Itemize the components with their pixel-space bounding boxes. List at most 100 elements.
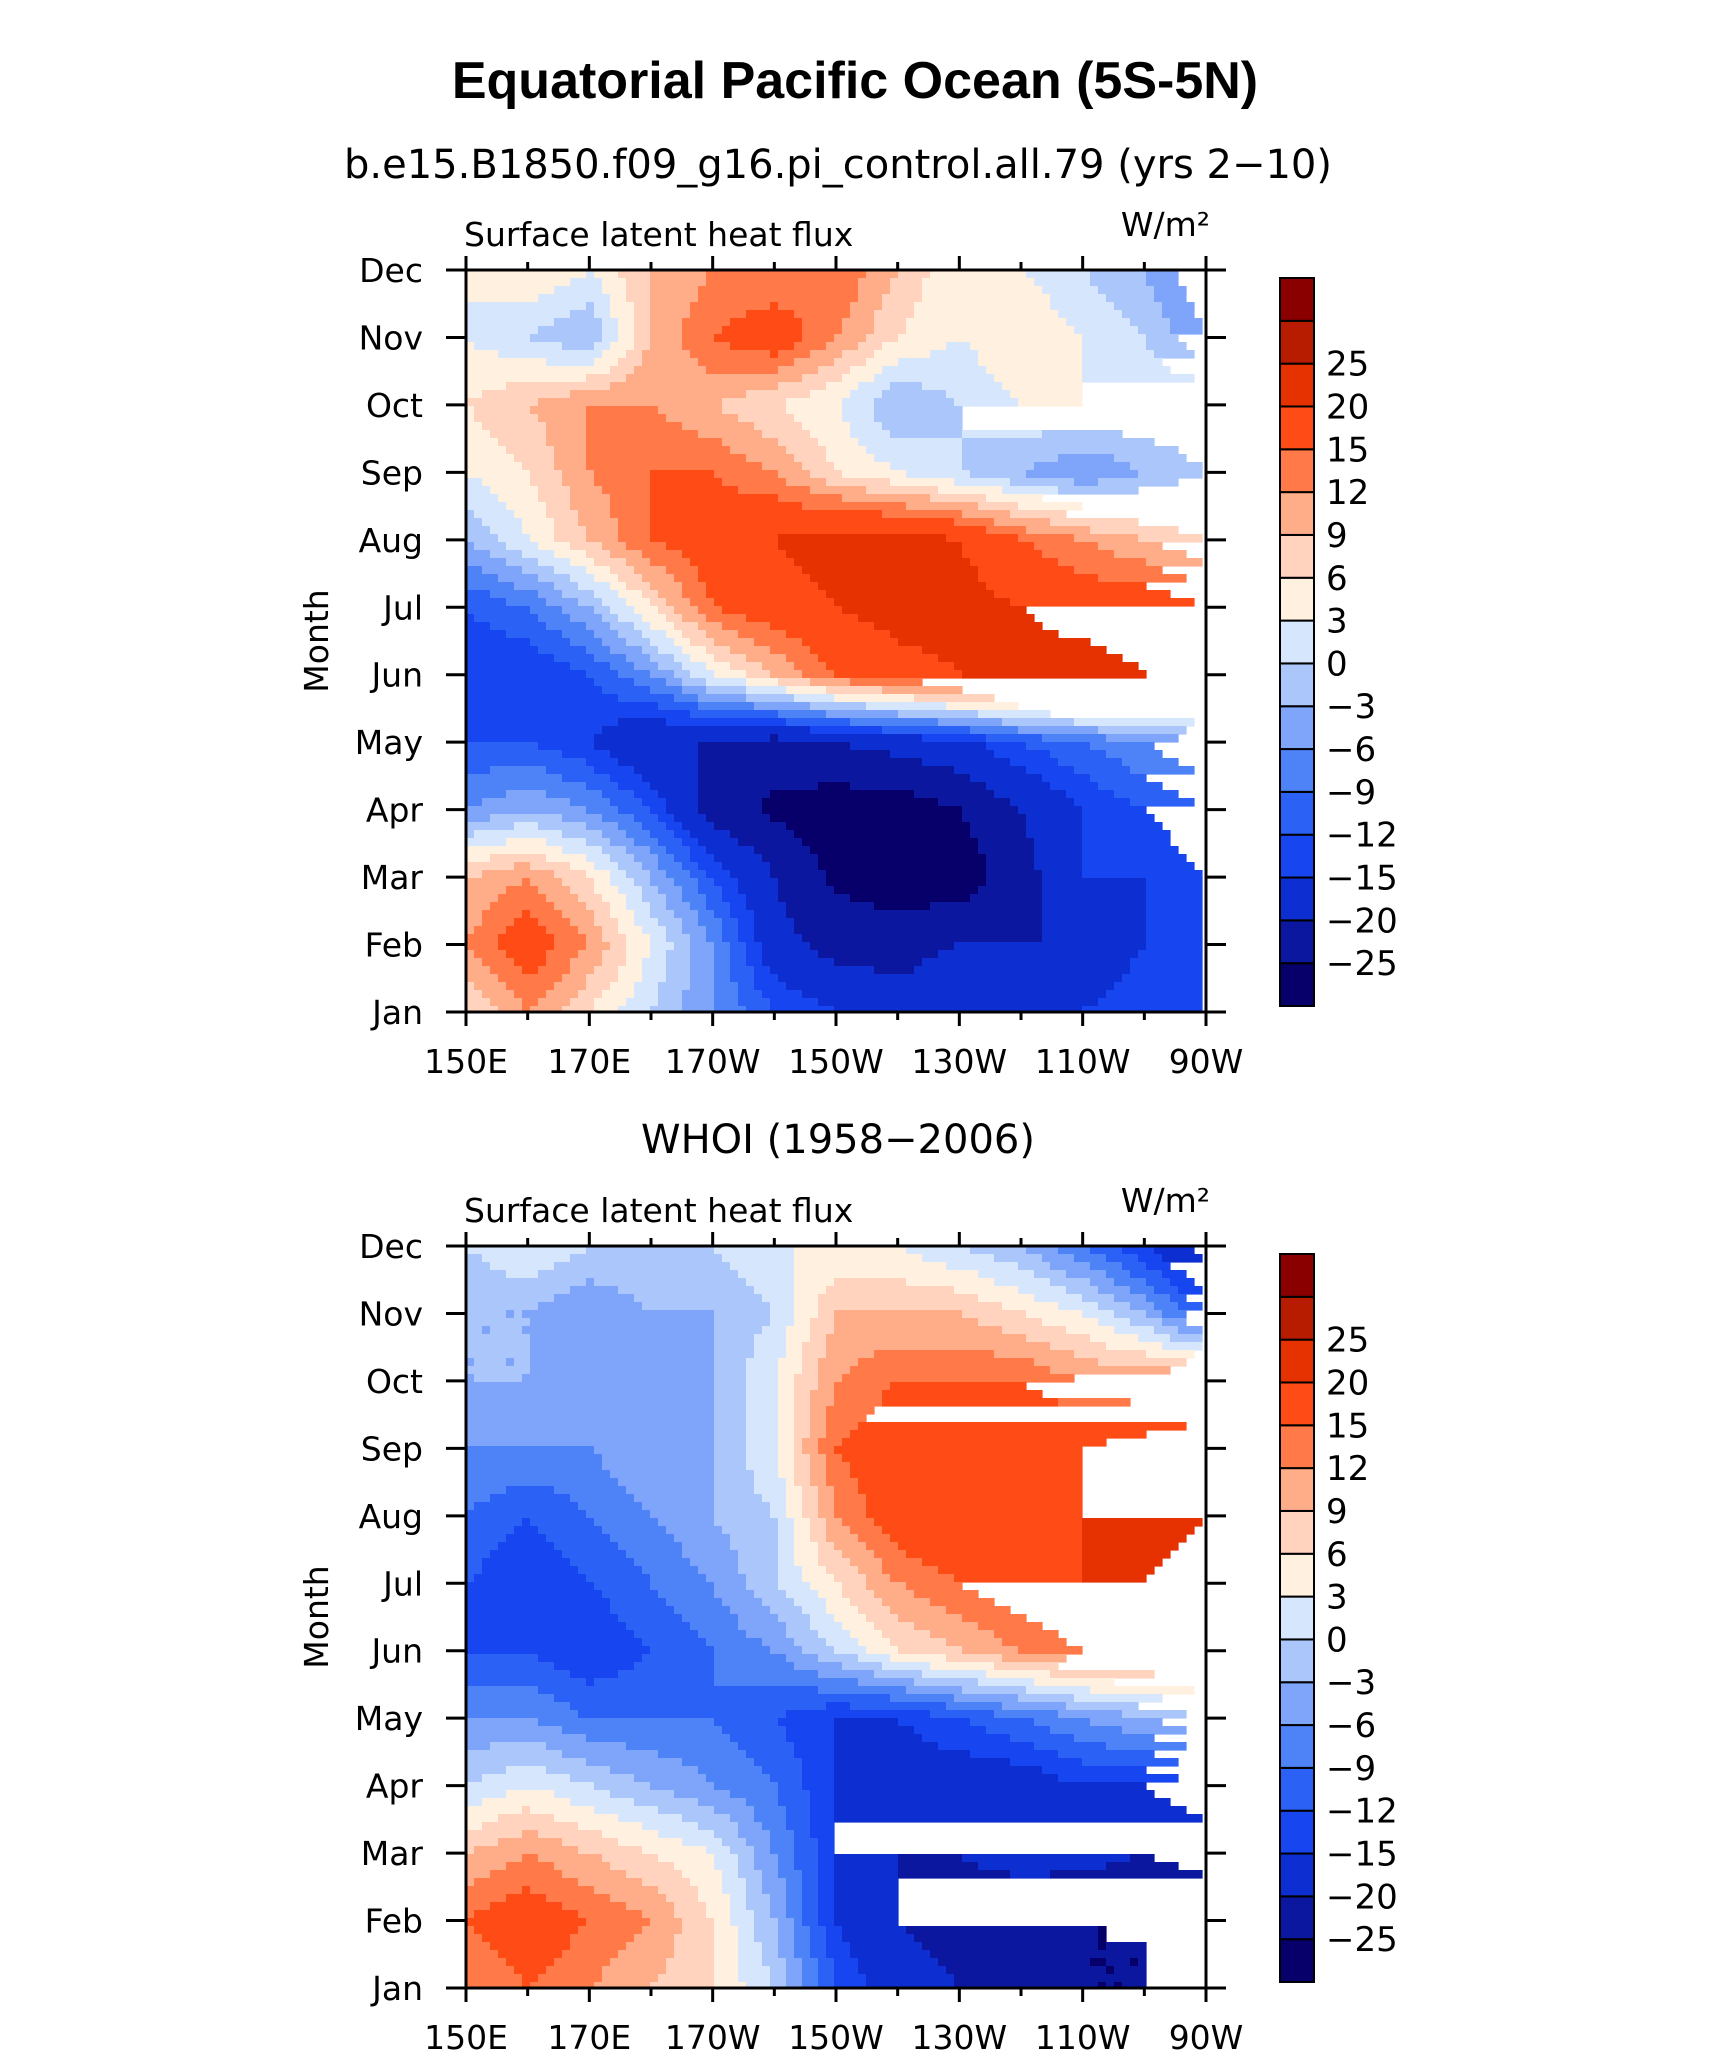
contour-cell	[514, 918, 539, 927]
contour-cell	[826, 710, 899, 719]
contour-cell	[498, 934, 555, 943]
contour-cell	[682, 1550, 739, 1559]
contour-cell	[730, 1894, 747, 1903]
contour-cell	[626, 870, 651, 879]
contour-cell	[1090, 742, 1155, 751]
contour-cell	[594, 630, 619, 639]
contour-cell	[746, 1006, 771, 1012]
contour-cell	[1106, 1982, 1115, 1988]
contour-cell	[818, 1510, 835, 1519]
contour-cell	[858, 1566, 883, 1575]
contour-cell	[466, 1630, 635, 1639]
contour-cell	[770, 790, 915, 799]
contour-cell	[1130, 798, 1195, 807]
colorbar-label: −12	[1326, 816, 1398, 856]
contour-cell	[890, 1694, 955, 1703]
contour-cell	[666, 870, 691, 879]
contour-cell	[826, 1606, 859, 1615]
colorbar-label: 15	[1326, 1406, 1369, 1446]
contour-cell	[546, 510, 579, 519]
contour-cell	[818, 1894, 835, 1903]
colorbar-box	[1279, 1295, 1315, 1341]
contour-cell	[522, 518, 555, 527]
contour-cell	[466, 1862, 507, 1871]
contour-cell	[978, 1294, 1035, 1303]
contour-cell	[538, 1270, 739, 1279]
contour-cell	[578, 950, 603, 959]
contour-cell	[794, 1270, 979, 1279]
contour-cell	[754, 1470, 779, 1479]
contour-cell	[810, 846, 979, 855]
contour-cell	[690, 902, 707, 911]
contour-cell	[922, 646, 1107, 655]
contour-cell	[930, 902, 1043, 911]
contour-cell	[730, 1910, 755, 1919]
contour-cell	[714, 1318, 771, 1327]
contour-cell	[602, 814, 635, 823]
contour-cell	[874, 318, 907, 327]
contour-cell	[634, 854, 659, 863]
contour-cell	[466, 1278, 587, 1287]
contour-cell	[530, 1366, 715, 1375]
contour-cell	[666, 630, 683, 639]
contour-cell	[634, 766, 699, 775]
contour-cell	[882, 1630, 931, 1639]
contour-cell	[474, 342, 563, 351]
contour-cell	[498, 1950, 563, 1959]
contour-cell	[842, 470, 907, 479]
contour-cell	[754, 1814, 787, 1823]
contour-cell	[666, 414, 739, 423]
contour-cell	[466, 1502, 475, 1511]
contour-cell	[602, 278, 627, 287]
contour-cell	[562, 814, 603, 823]
contour-cell	[674, 1910, 707, 1919]
contour-cell	[986, 862, 1035, 871]
contour-cell	[586, 974, 619, 983]
contour-cell	[562, 478, 595, 487]
contour-cell	[466, 966, 491, 975]
contour-cell	[466, 1382, 715, 1391]
contour-cell	[466, 1878, 475, 1887]
contour-cell	[1034, 846, 1083, 855]
contour-cell	[946, 702, 1019, 711]
contour-cell	[794, 1846, 819, 1855]
y-tick-label: Apr	[366, 791, 424, 830]
contour-cell	[778, 1414, 795, 1423]
contour-cell	[650, 950, 667, 959]
contour-cell	[594, 590, 619, 599]
contour-cell	[714, 1478, 755, 1487]
contour-cell	[1050, 518, 1139, 527]
contour-cell	[754, 846, 811, 855]
contour-cell	[586, 670, 619, 679]
contour-cell	[466, 446, 507, 455]
contour-cell	[466, 334, 531, 343]
contour-cell	[1082, 1558, 1163, 1567]
contour-cell	[714, 1950, 739, 1959]
contour-cell	[746, 1414, 779, 1423]
contour-cell	[914, 1678, 979, 1687]
contour-cell	[498, 894, 547, 903]
contour-cell	[466, 454, 515, 463]
contour-cell	[858, 614, 1035, 623]
contour-cell	[714, 1470, 755, 1479]
contour-cell	[498, 942, 555, 951]
contour-cell	[466, 318, 555, 327]
contour-cell	[570, 1254, 723, 1263]
contour-cell	[466, 726, 603, 735]
contour-cell	[506, 558, 539, 567]
contour-cell	[746, 1838, 771, 1847]
contour-cell	[466, 294, 539, 303]
contour-cell	[618, 926, 643, 935]
contour-cell	[650, 1510, 715, 1519]
contour-cell	[650, 334, 683, 343]
contour-cell	[834, 1798, 1171, 1807]
contour-cell	[514, 1310, 523, 1319]
y-tick-label: Jul	[381, 1564, 423, 1603]
contour-cell	[986, 1670, 1051, 1679]
contour-cell	[1162, 302, 1195, 311]
contour-cell	[674, 1942, 715, 1951]
colorbar-label: −15	[1326, 1835, 1398, 1875]
contour-cell	[994, 374, 1083, 383]
contour-cell	[650, 534, 779, 543]
contour-cell	[674, 1950, 715, 1959]
